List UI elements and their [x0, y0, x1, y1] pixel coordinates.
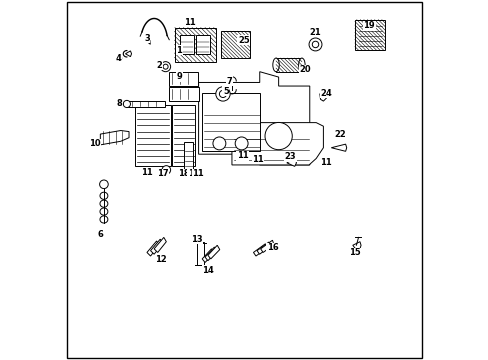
- Bar: [169, 87, 198, 101]
- Bar: [202, 93, 260, 150]
- Ellipse shape: [298, 58, 305, 72]
- Text: 11: 11: [184, 18, 196, 27]
- Polygon shape: [352, 242, 360, 250]
- Text: 8: 8: [117, 99, 122, 108]
- Polygon shape: [150, 239, 163, 254]
- Text: 11: 11: [141, 168, 153, 177]
- Polygon shape: [147, 241, 159, 256]
- Bar: [221, 31, 249, 58]
- Circle shape: [308, 38, 321, 51]
- Polygon shape: [198, 72, 309, 165]
- Text: 5: 5: [223, 86, 228, 95]
- Bar: [197, 242, 203, 265]
- Text: 20: 20: [298, 65, 310, 74]
- Ellipse shape: [272, 58, 279, 72]
- Text: 15: 15: [348, 248, 360, 257]
- Polygon shape: [207, 245, 219, 259]
- Text: 11: 11: [192, 169, 203, 178]
- Text: 13: 13: [191, 235, 203, 244]
- Circle shape: [163, 64, 168, 69]
- Text: 22: 22: [334, 130, 346, 139]
- Text: 11: 11: [320, 158, 331, 167]
- Text: 11: 11: [187, 169, 199, 178]
- Bar: [174, 28, 215, 62]
- Text: 7: 7: [226, 77, 232, 86]
- Text: 19: 19: [363, 21, 374, 30]
- Polygon shape: [100, 131, 129, 145]
- Text: 17: 17: [157, 169, 168, 178]
- Text: 14: 14: [202, 266, 213, 275]
- Text: 23: 23: [284, 152, 296, 161]
- Polygon shape: [154, 237, 166, 252]
- Circle shape: [123, 100, 130, 108]
- Polygon shape: [231, 123, 323, 165]
- Text: 11: 11: [252, 155, 264, 164]
- Bar: [184, 141, 193, 172]
- Circle shape: [212, 137, 225, 150]
- Circle shape: [312, 41, 318, 48]
- Polygon shape: [330, 144, 346, 151]
- Polygon shape: [202, 249, 214, 262]
- Text: 25: 25: [238, 36, 249, 45]
- Bar: [172, 105, 195, 166]
- Text: 4: 4: [115, 54, 121, 63]
- Text: 3: 3: [144, 34, 149, 43]
- Circle shape: [160, 62, 170, 72]
- Text: 18: 18: [178, 169, 190, 178]
- Text: 12: 12: [155, 255, 167, 264]
- Polygon shape: [204, 247, 217, 261]
- Text: 24: 24: [320, 89, 331, 98]
- Text: 10: 10: [89, 139, 100, 148]
- Circle shape: [235, 137, 247, 150]
- Circle shape: [100, 180, 108, 189]
- Text: 1: 1: [176, 46, 182, 55]
- Text: 11: 11: [236, 151, 248, 160]
- Bar: [135, 105, 171, 166]
- Circle shape: [219, 90, 226, 98]
- Circle shape: [264, 122, 292, 150]
- Bar: [126, 101, 164, 107]
- Text: 16: 16: [266, 243, 278, 252]
- Bar: [276, 58, 301, 72]
- Text: 21: 21: [309, 28, 321, 37]
- Text: 6: 6: [97, 230, 103, 239]
- Text: 9: 9: [176, 72, 182, 81]
- Bar: [354, 20, 385, 50]
- Circle shape: [162, 166, 170, 174]
- Bar: [180, 35, 193, 54]
- Polygon shape: [260, 240, 273, 252]
- Polygon shape: [253, 244, 266, 256]
- Polygon shape: [319, 91, 327, 101]
- Bar: [169, 72, 198, 86]
- Polygon shape: [125, 51, 131, 57]
- Text: 2: 2: [156, 61, 162, 70]
- Polygon shape: [257, 242, 270, 254]
- Polygon shape: [286, 159, 296, 166]
- Circle shape: [215, 87, 230, 101]
- Bar: [196, 35, 209, 54]
